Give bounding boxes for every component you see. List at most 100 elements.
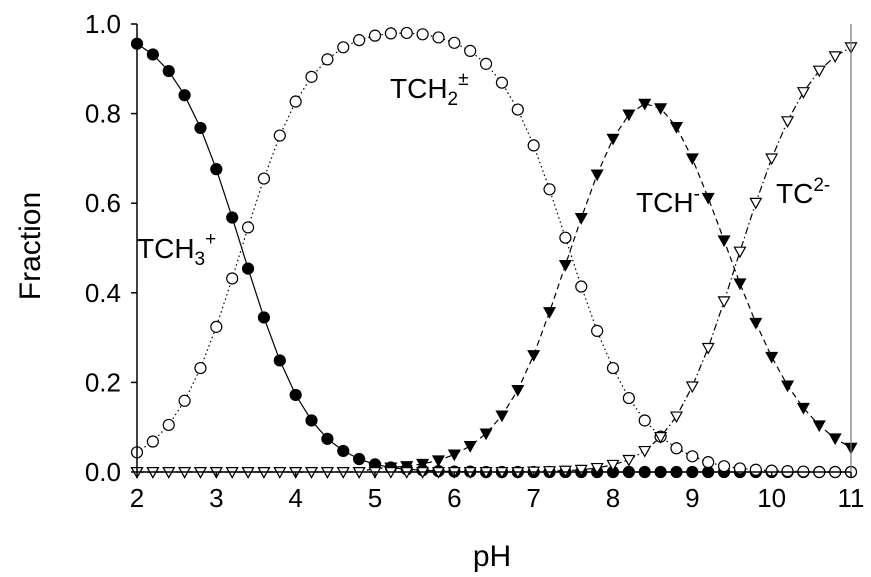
- data-point: [226, 272, 239, 285]
- data-point: [400, 461, 414, 473]
- data-point: [527, 139, 540, 152]
- data-point: [210, 320, 223, 333]
- data-point: [241, 262, 255, 275]
- y-tick-label: 0.0: [85, 457, 121, 487]
- series-line-2: [136, 32, 851, 473]
- data-point: [558, 465, 572, 478]
- data-point: [654, 432, 668, 444]
- data-point: [733, 246, 747, 259]
- y-axis-title: Fraction: [14, 192, 47, 300]
- y-tick-label: 0.4: [85, 278, 121, 308]
- data-point: [749, 197, 763, 210]
- x-tick-label: 8: [606, 483, 620, 513]
- data-point: [511, 385, 525, 397]
- y-tick-label: 0.8: [85, 99, 121, 129]
- series-lines: [136, 32, 852, 473]
- data-point: [321, 53, 334, 66]
- y-tick-label: 0.6: [85, 188, 121, 218]
- data-point: [733, 278, 747, 291]
- x-tick-label: 5: [368, 483, 382, 513]
- data-point: [463, 441, 477, 453]
- data-point: [558, 260, 572, 272]
- data-point: [670, 442, 683, 455]
- data-point: [781, 116, 795, 128]
- data-point: [701, 192, 715, 205]
- data-point: [305, 414, 318, 427]
- data-point: [796, 87, 810, 99]
- data-point: [431, 455, 445, 468]
- y-tick-label: 1.0: [85, 9, 121, 39]
- series-line-1: [136, 43, 851, 473]
- data-point: [257, 172, 271, 185]
- series-label-subscript: 3: [195, 249, 206, 270]
- data-point: [765, 153, 779, 166]
- data-point: [701, 342, 715, 355]
- axis-ticks: 2 3 4 5 6 7 8 9 10 11 0.0 0.2 0.4 0.6 0.8 1.0: [85, 9, 865, 513]
- data-point: [353, 34, 366, 47]
- x-tick-label: 9: [685, 483, 699, 513]
- data-point: [416, 28, 429, 41]
- data-point: [606, 133, 620, 146]
- data-point: [289, 95, 302, 108]
- data-point: [527, 350, 541, 362]
- data-point: [685, 381, 699, 394]
- data-point: [765, 351, 779, 364]
- data-point: [194, 361, 207, 375]
- data-point: [416, 458, 430, 471]
- data-point: [495, 76, 509, 89]
- x-tick-label: 2: [130, 483, 144, 513]
- data-point: [638, 445, 652, 458]
- data-point: [669, 411, 683, 424]
- series-label-text: TCH: [390, 73, 448, 104]
- data-point: [717, 460, 731, 473]
- x-axis-title: pH: [473, 540, 511, 573]
- data-point: [194, 121, 207, 135]
- data-point: [622, 109, 636, 122]
- data-point: [178, 394, 191, 407]
- data-point: [575, 280, 588, 293]
- data-point: [622, 391, 635, 405]
- data-point: [686, 450, 699, 463]
- data-point: [669, 122, 683, 134]
- x-tick-label: 3: [209, 483, 223, 513]
- data-point: [606, 459, 620, 472]
- data-point: [162, 418, 175, 432]
- data-point: [812, 65, 826, 78]
- x-tick-label: 4: [288, 483, 302, 513]
- data-point: [479, 57, 493, 70]
- series-label-superscript: ±: [458, 69, 468, 90]
- series-label-subscript: 2: [448, 89, 459, 110]
- data-point: [828, 51, 842, 63]
- data-point: [717, 296, 731, 309]
- series-label-superscript: -: [694, 184, 700, 205]
- series-line-4: [137, 46, 852, 473]
- data-point: [796, 402, 810, 415]
- data-point: [574, 212, 588, 225]
- data-point: [638, 98, 652, 111]
- data-point: [590, 462, 604, 475]
- data-point: [464, 44, 477, 57]
- data-point: [273, 129, 286, 142]
- data-point: [702, 456, 715, 469]
- data-point: [210, 163, 223, 176]
- data-point: [241, 221, 255, 234]
- data-point: [781, 465, 794, 478]
- data-point: [749, 317, 763, 330]
- series-label-text: TC: [776, 178, 813, 209]
- x-tick-label: 10: [757, 483, 786, 513]
- data-point: [448, 36, 461, 49]
- data-point: [337, 41, 350, 54]
- data-point: [226, 211, 239, 224]
- data-point: [289, 388, 302, 402]
- x-tick-label: 6: [447, 483, 461, 513]
- series-label-text: TCH: [636, 187, 694, 218]
- data-point: [749, 463, 762, 476]
- data-point: [781, 380, 795, 393]
- data-point: [574, 464, 588, 477]
- data-point: [495, 410, 509, 423]
- data-point: [638, 414, 651, 427]
- data-point: [447, 449, 461, 462]
- data-point: [257, 311, 271, 324]
- x-tick-label: 11: [838, 483, 865, 513]
